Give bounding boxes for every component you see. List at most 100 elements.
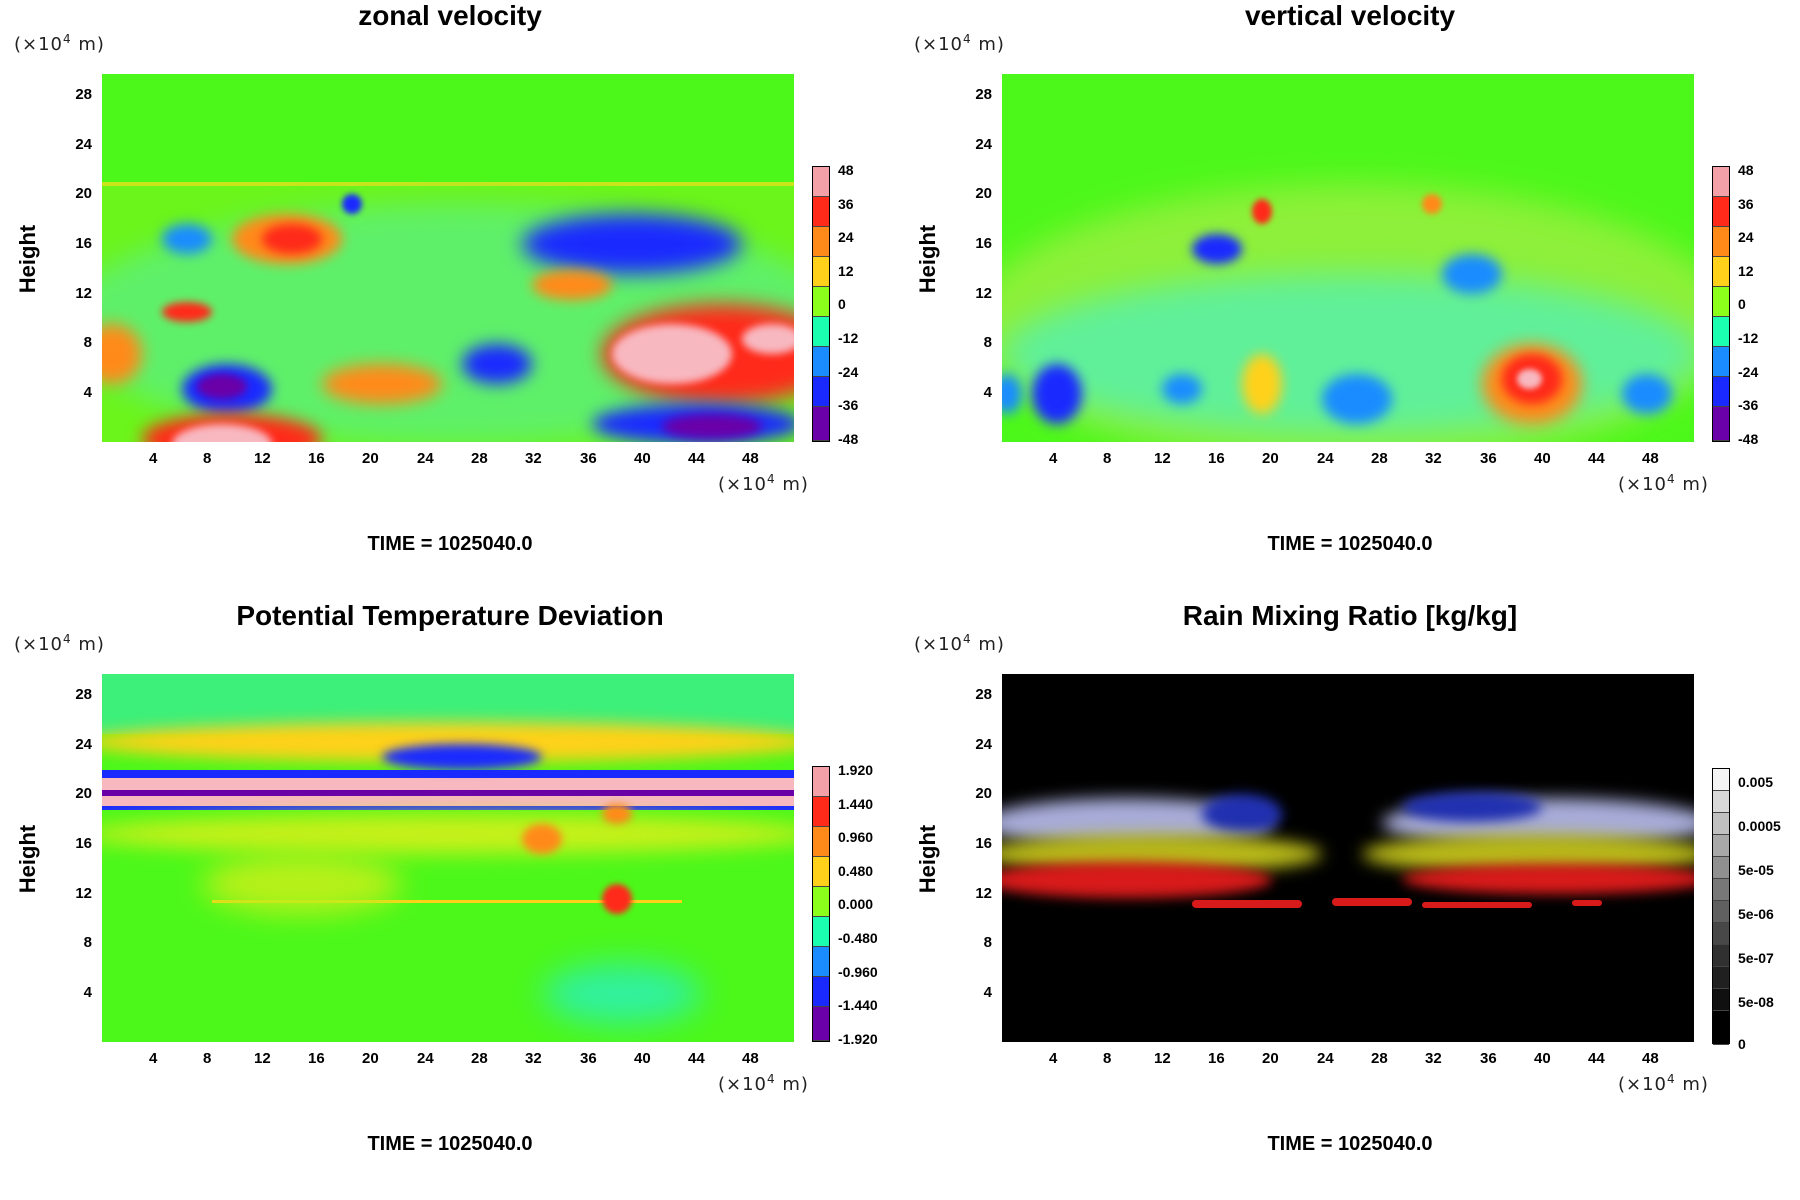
y-tick: 16 bbox=[75, 835, 92, 852]
colorbar-label: 12 bbox=[1738, 263, 1754, 279]
x-axis-unit: (×104 m) bbox=[1618, 472, 1709, 495]
x-tick: 36 bbox=[580, 450, 597, 467]
y-tick: 8 bbox=[983, 334, 992, 351]
x-tick: 28 bbox=[1371, 450, 1388, 467]
colorbar-label: 0.960 bbox=[838, 829, 874, 845]
heatmap-plot bbox=[102, 74, 794, 442]
x-axis-unit: (×104 m) bbox=[1618, 1072, 1709, 1095]
colorbar-label: 5e-06 bbox=[1738, 906, 1774, 922]
x-tick: 28 bbox=[471, 450, 488, 467]
panel-title: zonal velocity bbox=[358, 0, 542, 31]
colorbar-label: -24 bbox=[838, 364, 859, 380]
colorbar-label: -48 bbox=[838, 431, 859, 447]
x-tick: 4 bbox=[149, 1050, 158, 1067]
x-axis-unit: (×104 m) bbox=[718, 1072, 809, 1095]
x-tick: 40 bbox=[1534, 1050, 1551, 1067]
colorbar-label: 48 bbox=[838, 162, 854, 178]
x-tick: 4 bbox=[1049, 450, 1058, 467]
colorbar bbox=[812, 166, 830, 442]
time-label: TIME = 1025040.0 bbox=[1267, 533, 1433, 555]
colorbar-label: -0.480 bbox=[838, 930, 878, 946]
x-tick: 32 bbox=[1425, 1050, 1442, 1067]
colorbar-label: -12 bbox=[1738, 330, 1759, 346]
x-tick: 24 bbox=[1317, 450, 1334, 467]
y-tick: 4 bbox=[83, 384, 92, 401]
y-axis-label: Height bbox=[915, 824, 940, 894]
panel-title: Rain Mixing Ratio [kg/kg] bbox=[1182, 600, 1518, 631]
y-tick: 16 bbox=[975, 835, 992, 852]
x-tick: 16 bbox=[1208, 1050, 1225, 1067]
x-tick: 32 bbox=[525, 1050, 542, 1067]
y-tick: 8 bbox=[83, 934, 92, 951]
y-tick: 12 bbox=[75, 285, 92, 302]
colorbar-label: -36 bbox=[838, 397, 859, 413]
x-tick: 8 bbox=[203, 450, 212, 467]
y-axis-unit: (×104 m) bbox=[914, 32, 1005, 55]
y-tick: 28 bbox=[75, 686, 92, 703]
y-tick: 24 bbox=[975, 736, 992, 753]
heatmap-plot bbox=[102, 674, 794, 1042]
colorbar bbox=[1712, 768, 1730, 1045]
x-tick: 12 bbox=[254, 450, 271, 467]
y-tick: 20 bbox=[975, 185, 992, 202]
colorbar-label: -48 bbox=[1738, 431, 1759, 447]
x-tick: 20 bbox=[1262, 1050, 1279, 1067]
x-tick: 4 bbox=[1049, 1050, 1058, 1067]
colorbar-label: 0 bbox=[838, 296, 846, 312]
y-tick: 20 bbox=[975, 785, 992, 802]
colorbar-label: 5e-08 bbox=[1738, 994, 1774, 1010]
panel-title: vertical velocity bbox=[1244, 0, 1456, 31]
heatmap-plot bbox=[1002, 674, 1694, 1042]
x-tick: 44 bbox=[688, 450, 705, 467]
colorbar-label: 0.000 bbox=[838, 896, 874, 912]
x-tick: 36 bbox=[580, 1050, 597, 1067]
x-tick: 12 bbox=[254, 1050, 271, 1067]
x-tick: 28 bbox=[1371, 1050, 1388, 1067]
y-tick: 16 bbox=[75, 235, 92, 252]
x-tick: 8 bbox=[203, 1050, 212, 1067]
colorbar-label: -36 bbox=[1738, 397, 1759, 413]
x-tick: 12 bbox=[1154, 1050, 1171, 1067]
colorbar-label: 1.440 bbox=[838, 796, 874, 812]
colorbar-label: -1.440 bbox=[838, 997, 878, 1013]
x-tick: 32 bbox=[525, 450, 542, 467]
x-tick: 24 bbox=[1317, 1050, 1334, 1067]
colorbar-label: 36 bbox=[838, 196, 854, 212]
colorbar-label: -1.920 bbox=[838, 1031, 878, 1047]
x-tick: 24 bbox=[417, 450, 434, 467]
x-tick: 40 bbox=[1534, 450, 1551, 467]
y-tick: 12 bbox=[975, 285, 992, 302]
panel-title: Potential Temperature Deviation bbox=[236, 600, 664, 631]
x-tick: 36 bbox=[1480, 1050, 1497, 1067]
x-tick: 40 bbox=[634, 450, 651, 467]
colorbar-label: 5e-07 bbox=[1738, 950, 1774, 966]
colorbar-label: 0.480 bbox=[838, 863, 874, 879]
y-tick: 8 bbox=[983, 934, 992, 951]
x-tick: 8 bbox=[1103, 450, 1112, 467]
colorbar bbox=[812, 766, 830, 1042]
colorbar-label: 0 bbox=[1738, 296, 1746, 312]
time-label: TIME = 1025040.0 bbox=[367, 533, 533, 555]
y-tick: 12 bbox=[75, 885, 92, 902]
x-tick: 36 bbox=[1480, 450, 1497, 467]
x-tick: 44 bbox=[1588, 1050, 1605, 1067]
colorbar-label: 0.005 bbox=[1738, 774, 1774, 790]
x-tick: 48 bbox=[1642, 450, 1659, 467]
panel-zonal-velocity: zonal velocity (×104 m) Height 28 24 20 … bbox=[0, 0, 900, 600]
y-tick: 24 bbox=[75, 136, 92, 153]
y-tick: 28 bbox=[975, 86, 992, 103]
panel-vertical-velocity: vertical velocity (×104 m) Height 28 24 … bbox=[900, 0, 1800, 600]
y-tick: 20 bbox=[75, 785, 92, 802]
y-tick: 28 bbox=[975, 686, 992, 703]
x-tick: 28 bbox=[471, 1050, 488, 1067]
y-tick: 24 bbox=[75, 736, 92, 753]
x-tick: 8 bbox=[1103, 1050, 1112, 1067]
colorbar-label: 0.0005 bbox=[1738, 818, 1781, 834]
y-tick: 4 bbox=[983, 384, 992, 401]
colorbar-label: -0.960 bbox=[838, 964, 878, 980]
colorbar-label: 5e-05 bbox=[1738, 862, 1774, 878]
time-label: TIME = 1025040.0 bbox=[1267, 1133, 1433, 1155]
heatmap-plot bbox=[1002, 74, 1694, 442]
colorbar bbox=[1712, 166, 1730, 442]
x-axis-unit: (×104 m) bbox=[718, 472, 809, 495]
